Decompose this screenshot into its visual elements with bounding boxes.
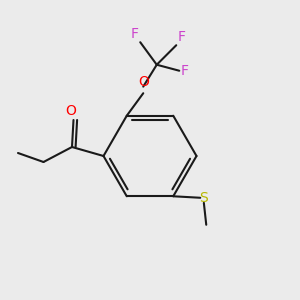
Text: S: S [199, 191, 208, 205]
Text: F: F [131, 27, 139, 41]
Text: O: O [138, 75, 149, 89]
Text: F: F [181, 64, 189, 78]
Text: F: F [178, 30, 186, 44]
Text: O: O [66, 103, 76, 118]
